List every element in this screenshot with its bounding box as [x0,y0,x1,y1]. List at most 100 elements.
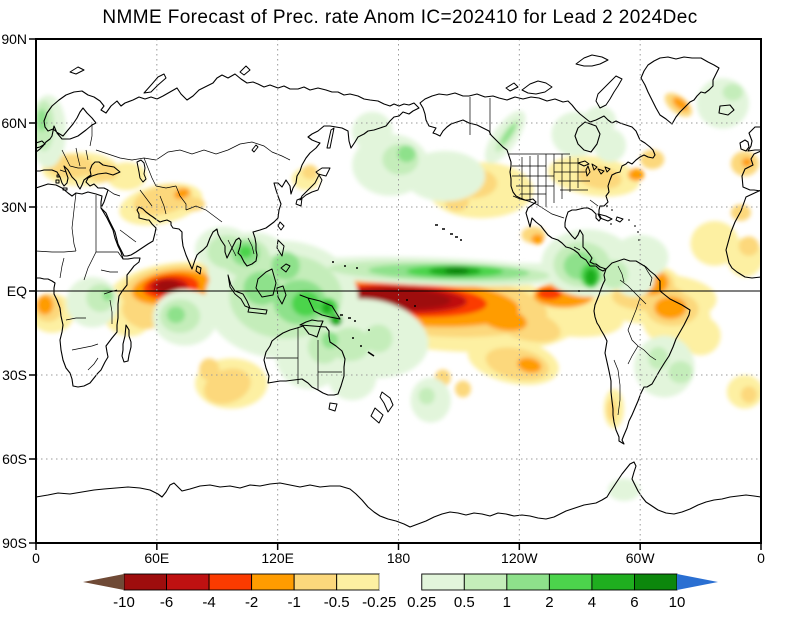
anomaly-blob [696,78,749,129]
greenland-coastline [640,56,720,125]
colorbar-tick-label: 2 [545,594,553,611]
colorbar-arrow-high [677,574,718,590]
anomaly-blob [583,106,617,135]
anomaly-blob [364,324,393,353]
ireland-coastline [739,139,750,152]
sri-lanka-coastline [195,265,202,275]
eurasia-coastline [36,73,420,270]
anomaly-blob [738,236,759,256]
anomaly-blob [271,251,300,280]
lon-tick-label: 0 [32,550,40,566]
anomaly-blob [301,164,318,180]
colorbar-segment [548,573,593,591]
lat-tick-label: EQ [7,283,27,299]
anomaly-blob [238,245,253,258]
anomaly-blob [517,357,542,373]
country-borders [36,97,657,416]
lat-tick-label: 30N [1,199,27,215]
colorbar-tick-label: 6 [630,594,638,611]
colorbar-tick-label: -0.5 [324,594,350,611]
anomaly-blob [102,289,113,301]
right-edge-europe-africa-fragment [725,150,761,279]
anomaly-blob [680,316,721,356]
anomaly-blob [199,358,220,381]
anomaly-blob [397,145,416,163]
anomaly-blob [741,157,752,167]
colorbar-tick-label: 10 [669,594,686,611]
colorbar-tick-label: -2 [245,594,258,611]
colorbar-segment [166,573,210,591]
anomaly-blob [86,162,119,182]
anomaly-blob [740,386,757,403]
colorbar-tick-label: -10 [113,594,135,611]
australia-state-borders [227,237,342,390]
australia-coastline [263,319,346,396]
tasmania-coastline [328,402,338,412]
madagascar-coastline [121,324,132,363]
africa-coastline [36,183,141,388]
gridlines [36,39,761,543]
axis-labels: 90N 60N 30N EQ 30S 60S 90S 0 60E 120E 180 120W 60W 0 [1,31,765,566]
anomaly-blob [243,271,280,306]
lon-tick-label: 60W [626,550,656,566]
anomaly-blob [730,204,751,222]
anomaly-blob [330,327,371,362]
maritime-continent-islands [227,221,341,320]
anomaly-blob [531,234,544,245]
colorbar-segment [336,573,380,591]
anomaly-blob [648,347,669,370]
hudson-bay-outline [574,121,601,153]
lon-tick-label: 0 [757,550,765,566]
anomaly-blob [404,151,486,202]
iceland-coastline [718,104,735,116]
anomaly-blob [181,197,206,212]
colorbar-tick-label: -6 [160,594,173,611]
mediterranean-islands [55,174,68,191]
anomaly-blob [121,297,160,330]
anomaly-blob [156,280,179,293]
colorbar-tick-label: 1 [503,594,511,611]
arctic-islands [69,54,623,109]
anomaly-blob [577,166,622,190]
anomaly-blob [454,380,472,398]
anomaly-blob [352,111,393,151]
north-america-coastline [419,92,656,272]
colorbar-segment [123,573,167,591]
colorbar-segment [506,573,550,591]
colorbar-arrow-low [83,574,124,590]
south-america-coastline [593,258,691,445]
pacific-islands [332,224,580,357]
colorbar-tick-label: 4 [588,594,596,611]
colorbar: -10 -6 -4 -2 -1 -0.5 -0.25 0.25 0.5 1 2 4 6 10 [83,573,718,611]
new-zealand-coastline [370,391,394,424]
lat-tick-label: 60S [2,451,27,467]
uk-right-fragment [747,126,761,152]
colorbar-tick-label: -0.25 [362,594,396,611]
lat-tick-label: 60N [1,115,27,131]
colorbar-tick-label: 0.25 [407,594,436,611]
colorbar-tick-label: 0.5 [454,594,475,611]
colorbar-segment [634,573,678,591]
colorbar-segment [251,573,295,591]
anomaly-blob [537,288,562,300]
anomaly-blob [330,314,343,326]
anomaly-blob [628,168,645,181]
anomaly-blob [291,291,320,317]
anomaly-blob [444,267,469,275]
anomaly-blob [479,306,527,332]
colorbar-tick-label: -1 [287,594,300,611]
anomaly-blob [640,149,665,170]
colorbar-segment [591,573,635,591]
anomaly-blob [500,123,516,145]
anomaly-blob [584,268,597,286]
lon-tick-label: 60E [144,550,169,566]
colorbar-tick-label: -4 [202,594,215,611]
anomaly-blob [418,387,435,405]
anomaly-blob [668,361,693,384]
colorbar-segment [293,573,338,591]
plot-title: NMME Forecast of Prec. rate Anom IC=2024… [102,7,698,28]
anomaly-blob [166,306,186,324]
anomaly-blob [654,296,687,319]
